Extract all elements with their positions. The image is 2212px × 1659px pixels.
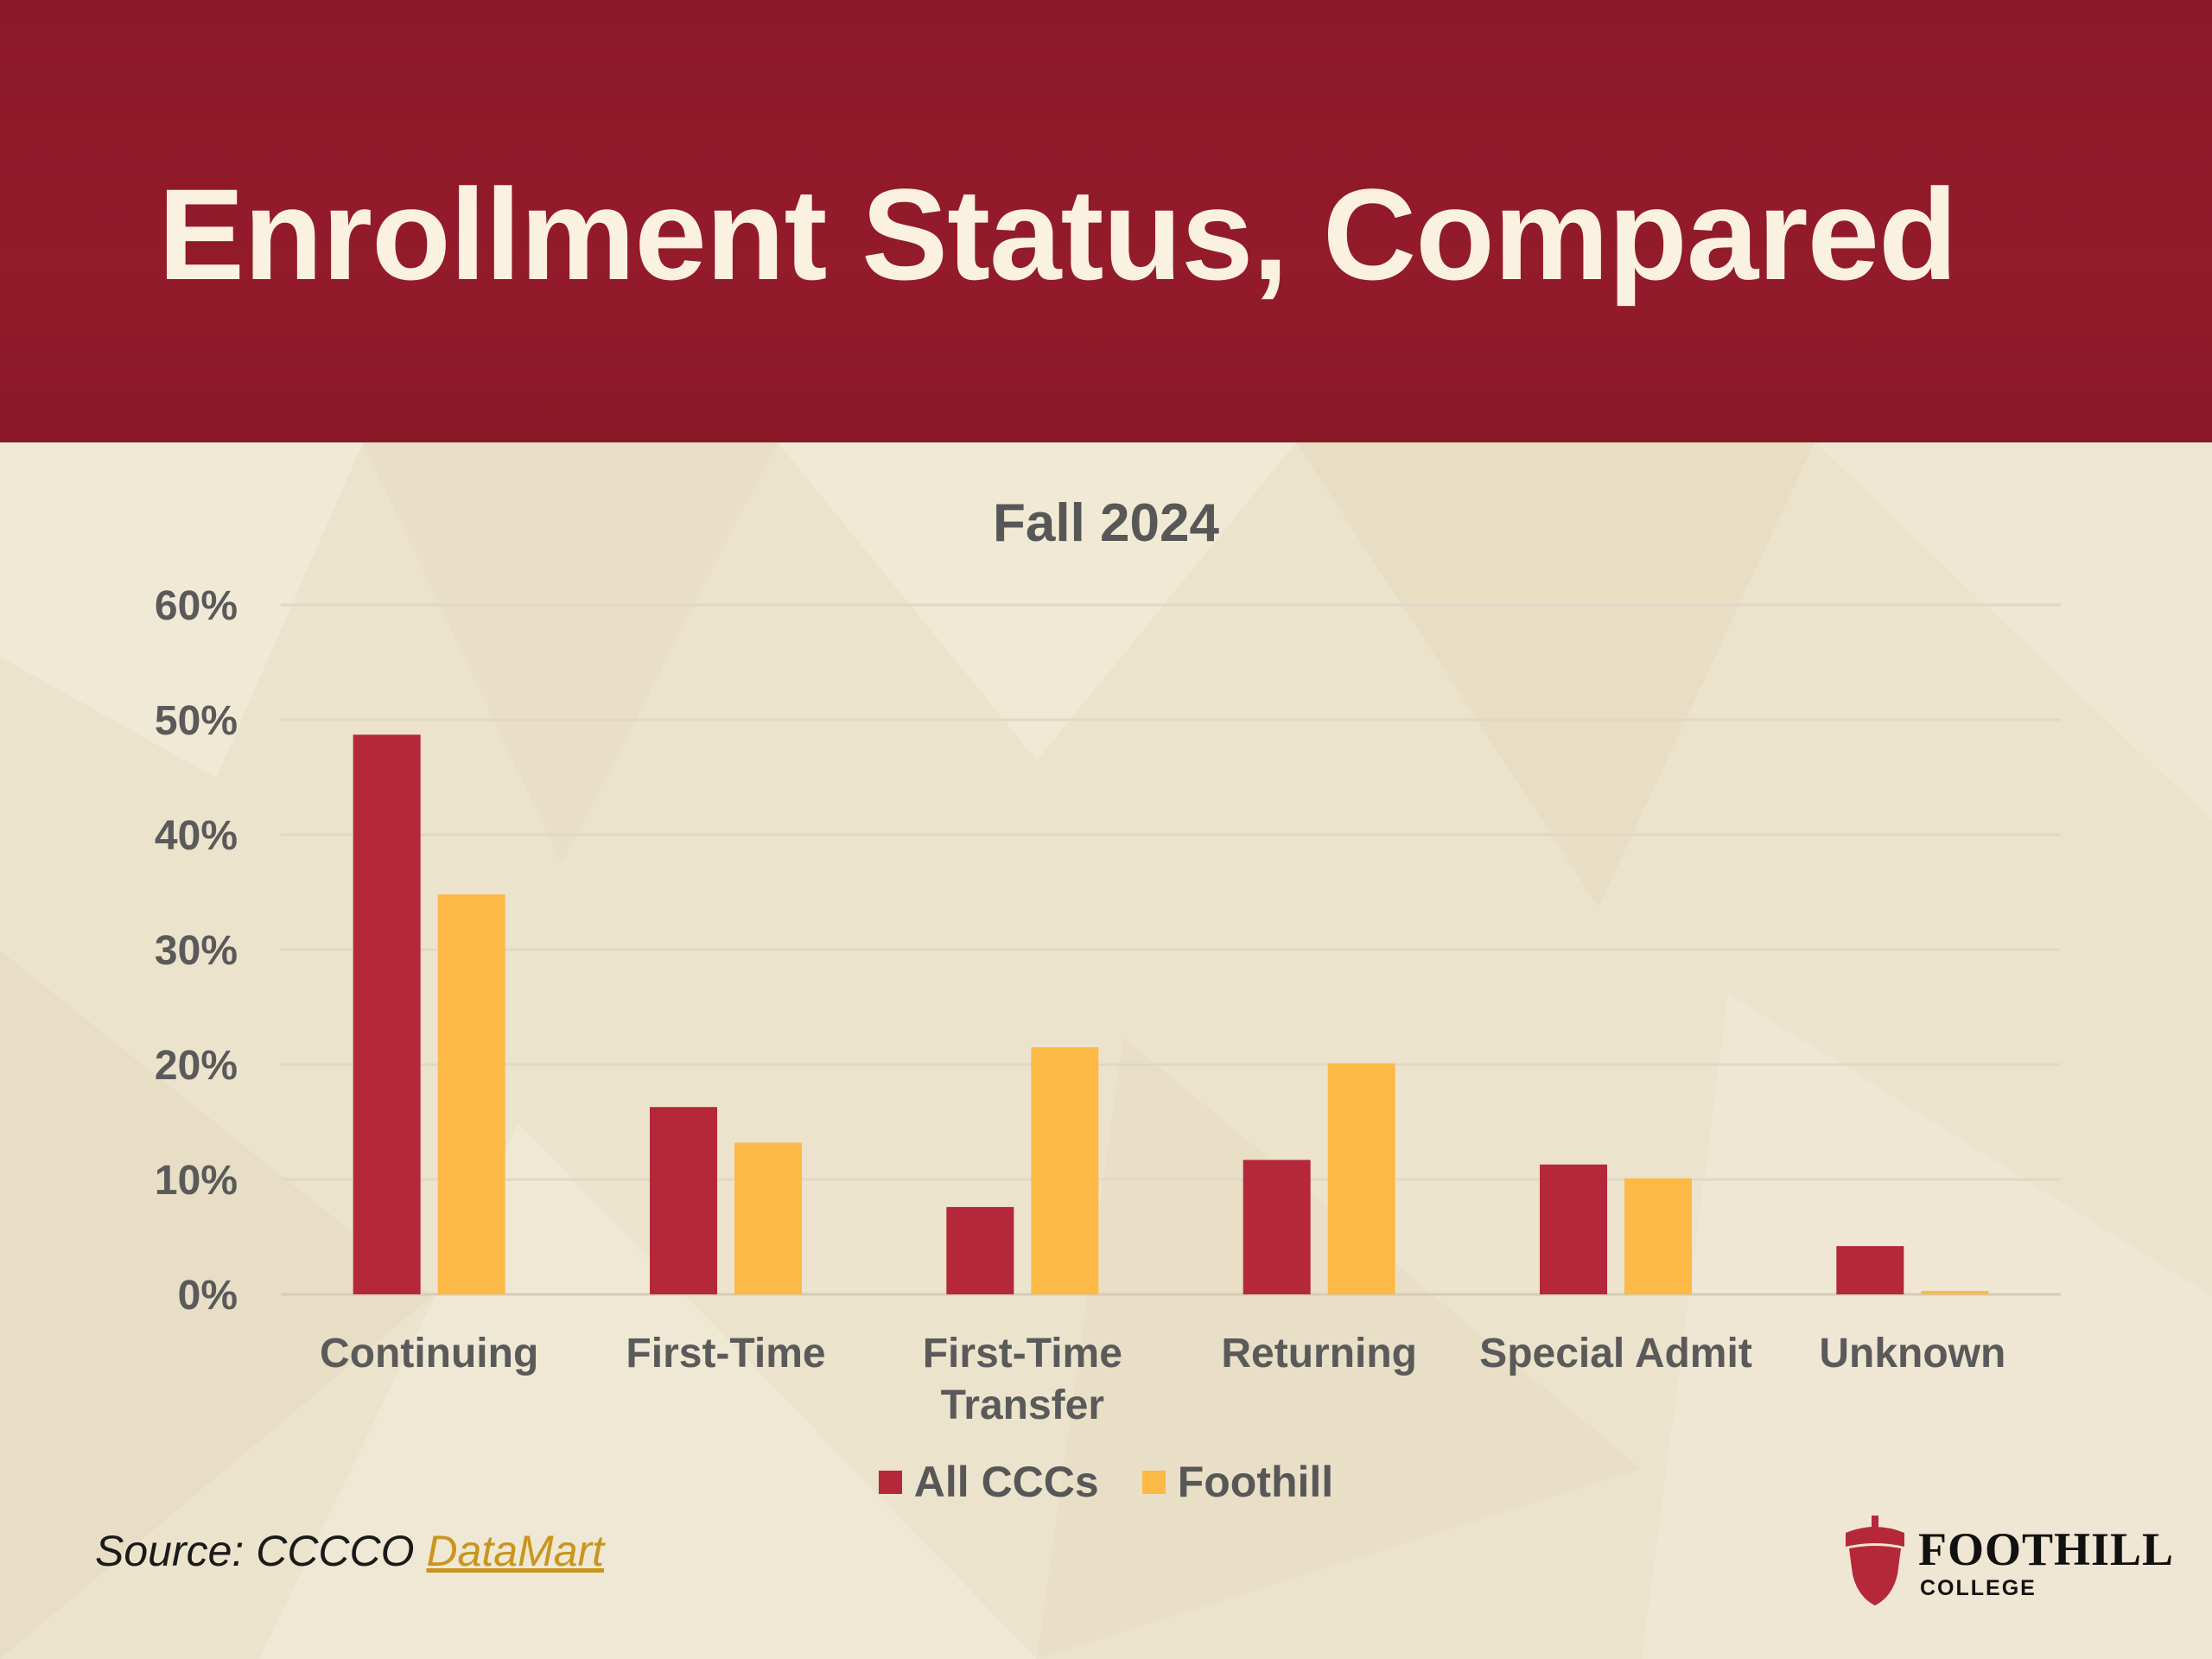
x-tick-label: Special Admit: [1479, 1331, 1752, 1376]
title-banner: Enrollment Status, Compared: [0, 0, 2212, 442]
legend-item-all-cccs: All CCCs: [878, 1457, 1099, 1507]
legend-label-foothill: Foothill: [1177, 1458, 1334, 1506]
bar: [1327, 1063, 1395, 1294]
bar: [650, 1107, 717, 1294]
bar: [1921, 1291, 1989, 1294]
x-tick-label: Transfer: [941, 1382, 1104, 1428]
legend-item-foothill: Foothill: [1141, 1457, 1334, 1507]
bar: [1540, 1164, 1607, 1294]
slide-title: Enrollment Status, Compared: [158, 162, 1958, 307]
y-tick-label: 20%: [155, 1043, 238, 1089]
bar: [437, 894, 505, 1294]
x-tick-label: First-Time: [626, 1331, 825, 1376]
y-tick-label: 50%: [155, 698, 238, 744]
bar: [734, 1142, 802, 1294]
y-tick-label: 60%: [155, 583, 238, 629]
foothill-logo: FOOTHILL COLLEGE: [1840, 1514, 2173, 1609]
acorn-icon: [1846, 1516, 1904, 1605]
y-tick-label: 10%: [155, 1158, 238, 1204]
source-note: Source: CCCCO DataMart: [95, 1526, 604, 1576]
y-tick-label: 30%: [155, 928, 238, 974]
bar: [1243, 1160, 1311, 1294]
x-tick-label: Unknown: [1819, 1331, 2005, 1376]
y-tick-label: 0%: [178, 1273, 238, 1319]
bar: [946, 1206, 1014, 1294]
y-tick-label: 40%: [155, 813, 238, 859]
x-tick-label: Continuing: [320, 1331, 538, 1376]
logo-text-sub: COLLEGE: [1920, 1576, 2037, 1600]
bar: [1031, 1047, 1099, 1294]
source-label: Source: CCCCO: [95, 1527, 427, 1575]
x-tick-label: Returning: [1221, 1331, 1417, 1376]
logo-text-main: FOOTHILL: [1918, 1523, 2175, 1575]
source-link-datamart[interactable]: DataMart: [426, 1527, 605, 1575]
chart-legend: All CCCs Foothill: [0, 1457, 2212, 1507]
bar: [353, 734, 421, 1294]
legend-swatch-all-cccs: [878, 1470, 902, 1494]
bar: [1624, 1178, 1692, 1294]
chart-title: Fall 2024: [993, 493, 1219, 553]
x-tick-label: First-Time: [923, 1331, 1122, 1376]
legend-swatch-foothill: [1141, 1470, 1166, 1494]
bar: [1836, 1246, 1904, 1294]
legend-label-all-cccs: All CCCs: [913, 1458, 1099, 1506]
